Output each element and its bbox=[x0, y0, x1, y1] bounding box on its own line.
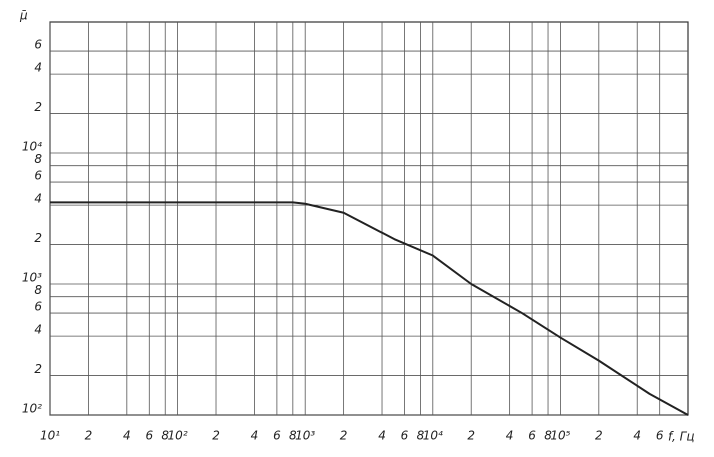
y-tick-label: 2 bbox=[34, 362, 42, 376]
x-tick-label: 6 bbox=[401, 429, 409, 443]
x-tick-label: 8 bbox=[161, 429, 169, 443]
x-tick-label: 2 bbox=[467, 429, 475, 443]
data-line bbox=[50, 201, 689, 416]
x-tick-label: 2 bbox=[85, 429, 93, 443]
y-tick-label: 10² bbox=[22, 402, 42, 416]
x-tick-label: 6 bbox=[528, 429, 536, 443]
x-tick-label: 10³ bbox=[295, 429, 315, 443]
x-tick-label: 10¹ bbox=[40, 429, 60, 443]
y-tick-label: 2 bbox=[34, 231, 42, 245]
y-tick-label: 6 bbox=[34, 300, 42, 314]
y-tick-label: 6 bbox=[34, 38, 42, 52]
x-tick-label: 10⁴ bbox=[423, 429, 443, 443]
x-tick-label: 2 bbox=[595, 429, 603, 443]
x-tick-label: 4 bbox=[378, 429, 386, 443]
y-tick-label: 10⁴ bbox=[22, 140, 42, 154]
x-tick-label: 6 bbox=[273, 429, 281, 443]
y-tick-label: 8 bbox=[34, 283, 42, 297]
x-tick-label: 8 bbox=[289, 429, 297, 443]
y-tick-label: 6 bbox=[34, 169, 42, 183]
x-tick-label: 2 bbox=[340, 429, 348, 443]
x-tick-label: 4 bbox=[633, 429, 641, 443]
y-tick-label: 4 bbox=[34, 192, 42, 206]
y-tick-label: 4 bbox=[34, 61, 42, 75]
x-tick-label: 6 bbox=[656, 429, 664, 443]
x-tick-label: 10⁵ bbox=[550, 429, 570, 443]
y-tick-label: 2 bbox=[34, 100, 42, 114]
x-tick-label: 4 bbox=[506, 429, 514, 443]
x-tick-label: 8 bbox=[417, 429, 425, 443]
x-tick-label: 4 bbox=[251, 429, 259, 443]
x-axis-label: f, Гц bbox=[668, 430, 695, 444]
x-tick-label: 2 bbox=[212, 429, 220, 443]
y-axis-label: μ̄ bbox=[19, 9, 28, 23]
y-tick-label: 8 bbox=[34, 152, 42, 166]
x-tick-label: 4 bbox=[123, 429, 131, 443]
x-tick-label: 10² bbox=[168, 429, 188, 443]
x-tick-label: 6 bbox=[145, 429, 153, 443]
y-tick-label: 10³ bbox=[22, 271, 42, 285]
y-tick-label: 4 bbox=[34, 323, 42, 337]
x-tick-label: 8 bbox=[544, 429, 552, 443]
